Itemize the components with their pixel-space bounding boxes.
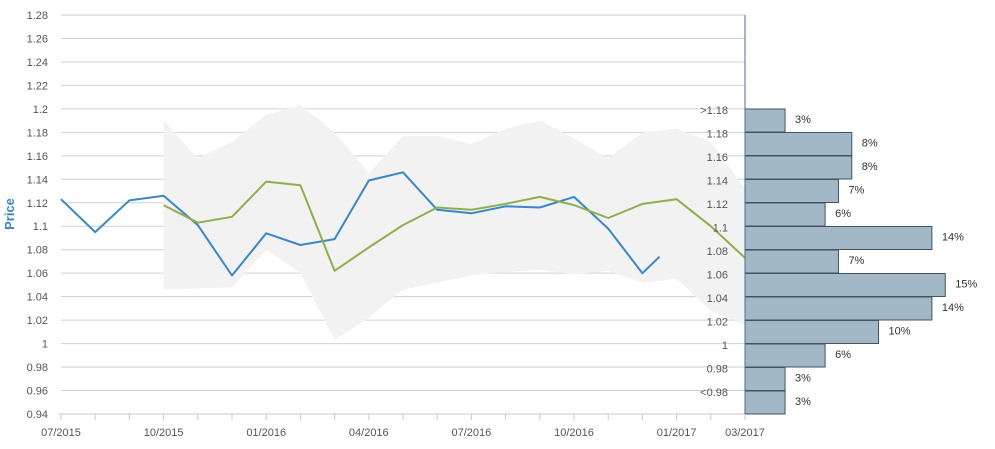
x-tick-label: 01/2017 [657, 427, 697, 439]
histogram-percent-label: 14% [942, 302, 964, 314]
y-axis-label: Price [2, 198, 17, 230]
y-tick-label: 1.06 [27, 268, 48, 280]
y-tick-label: 1 [42, 339, 48, 351]
histogram-bar [745, 227, 932, 250]
y-tick-label: 1.26 [27, 33, 48, 45]
histogram-bar [745, 250, 838, 273]
histogram-bin-label: 1 [722, 340, 728, 352]
histogram-percent-label: 8% [862, 161, 878, 173]
forecast-range-band [164, 105, 745, 340]
x-tick-label: 10/2016 [554, 427, 594, 439]
histogram-percent-label: 15% [955, 279, 977, 291]
y-tick-label: 1.04 [27, 292, 48, 304]
y-tick-label: 1.08 [27, 245, 48, 257]
histogram-percent-label: 10% [889, 326, 911, 338]
y-tick-label: 1.1 [33, 221, 48, 233]
histogram-bar [745, 321, 879, 344]
y-tick-label: 1.02 [27, 315, 48, 327]
histogram-bin-label: 1.02 [707, 317, 728, 329]
histogram-bin-label: >1.18 [700, 105, 728, 117]
histogram-percent-label: 6% [835, 349, 851, 361]
histogram-bar [745, 109, 785, 132]
histogram-bar [745, 297, 932, 320]
histogram-bar [745, 344, 825, 367]
x-tick-label: 07/2016 [452, 427, 492, 439]
histogram-bin-label: 1.14 [707, 176, 728, 188]
histogram-bin-label: 1.1 [713, 223, 728, 235]
y-tick-label: 0.96 [27, 386, 48, 398]
histogram-bin-label: 1.18 [707, 129, 728, 141]
histogram-percent-label: 8% [862, 138, 878, 150]
histogram-bin-label: 1.08 [707, 246, 728, 258]
histogram-bar [745, 203, 825, 226]
histogram-bar [745, 156, 852, 179]
y-tick-label: 1.16 [27, 151, 48, 163]
histogram-percent-label: 6% [835, 208, 851, 220]
x-tick-label: 07/2015 [41, 427, 81, 439]
y-tick-label: 1.22 [27, 80, 48, 92]
x-tick-label: 03/2017 [725, 427, 765, 439]
histogram-percent-label: 3% [795, 373, 811, 385]
y-tick-label: 1.28 [27, 10, 48, 22]
x-tick-label: 01/2016 [246, 427, 286, 439]
histogram-bar [745, 180, 838, 203]
y-tick-label: 1.14 [27, 174, 48, 186]
histogram-percent-label: 7% [848, 185, 864, 197]
y-tick-label: 1.24 [27, 57, 48, 69]
x-tick-label: 04/2016 [349, 427, 389, 439]
y-tick-label: 1.18 [27, 127, 48, 139]
histogram-bin-label: 1.04 [707, 293, 728, 305]
y-tick-label: 0.98 [27, 362, 48, 374]
y-tick-label: 1.2 [33, 104, 48, 116]
y-tick-label: 1.12 [27, 198, 48, 210]
histogram-percent-label: 7% [848, 255, 864, 267]
histogram-percent-label: 14% [942, 232, 964, 244]
histogram-bar [745, 368, 785, 391]
histogram-bin-label: 1.16 [707, 152, 728, 164]
histogram-bin-label: 1.06 [707, 270, 728, 282]
histogram-bin-label: 1.12 [707, 199, 728, 211]
y-tick-label: 0.94 [27, 409, 48, 421]
forecast-range-band-group [164, 105, 745, 340]
histogram-bin-label: <0.98 [700, 387, 728, 399]
histogram-bar [745, 391, 785, 414]
histogram-bar [745, 274, 945, 297]
histogram-percent-label: 3% [795, 114, 811, 126]
histogram-percent-label: 3% [795, 396, 811, 408]
histogram-bar [745, 133, 852, 156]
x-tick-label: 10/2015 [144, 427, 184, 439]
histogram-bin-label: 0.98 [707, 364, 728, 376]
